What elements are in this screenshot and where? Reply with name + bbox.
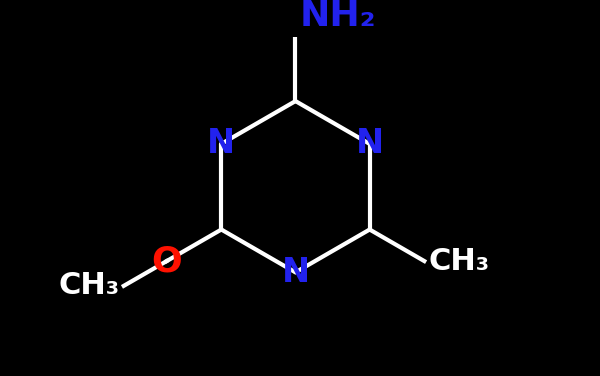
Text: CH₃: CH₃ <box>429 247 490 276</box>
Text: O: O <box>151 244 182 278</box>
Text: CH₃: CH₃ <box>58 271 119 300</box>
Text: N: N <box>281 256 310 289</box>
Text: NH₂: NH₂ <box>300 0 377 33</box>
Text: N: N <box>207 127 235 161</box>
Text: N: N <box>356 127 384 161</box>
